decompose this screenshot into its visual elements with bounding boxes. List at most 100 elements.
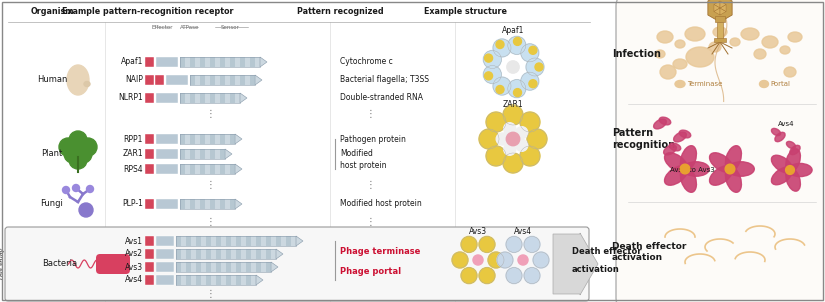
Bar [176, 262, 271, 272]
Bar [180, 134, 185, 144]
Ellipse shape [728, 162, 754, 176]
Circle shape [484, 54, 493, 62]
Bar [176, 236, 181, 246]
Circle shape [507, 61, 519, 73]
Bar [180, 134, 235, 144]
Bar [156, 93, 178, 103]
Bar [145, 149, 154, 159]
Ellipse shape [673, 59, 687, 69]
Circle shape [508, 80, 526, 98]
Text: Modified: Modified [340, 149, 373, 159]
Bar [156, 199, 178, 209]
Bar [180, 164, 235, 174]
Circle shape [725, 164, 735, 174]
Text: Avs4: Avs4 [514, 227, 532, 236]
Ellipse shape [771, 155, 793, 173]
Bar [236, 275, 241, 285]
Circle shape [503, 153, 523, 173]
Bar [246, 249, 251, 259]
Circle shape [504, 123, 516, 135]
Bar [190, 75, 195, 85]
Circle shape [483, 50, 502, 69]
Bar [220, 57, 225, 67]
Circle shape [506, 268, 522, 284]
Circle shape [520, 112, 540, 132]
Text: Apaf1: Apaf1 [120, 57, 143, 66]
Bar [180, 93, 185, 103]
FancyBboxPatch shape [96, 254, 130, 274]
Bar [266, 262, 271, 272]
Ellipse shape [675, 40, 685, 48]
Text: ⋮: ⋮ [205, 180, 215, 190]
Bar [206, 249, 211, 259]
Bar [180, 149, 225, 159]
Bar [210, 199, 215, 209]
Circle shape [524, 236, 540, 252]
Bar [145, 57, 154, 67]
Bar [180, 93, 240, 103]
Circle shape [73, 185, 79, 191]
Bar [216, 236, 221, 246]
Bar [196, 275, 201, 285]
Bar [246, 275, 251, 285]
Bar [220, 134, 225, 144]
Bar [226, 249, 231, 259]
FancyArrow shape [553, 233, 598, 295]
Polygon shape [714, 8, 720, 15]
Bar [216, 262, 221, 272]
Circle shape [496, 133, 508, 145]
Bar [145, 164, 154, 174]
Bar [200, 149, 205, 159]
Text: RPP1: RPP1 [124, 134, 143, 143]
Bar [180, 199, 235, 209]
Bar [145, 262, 154, 272]
Circle shape [533, 252, 549, 268]
Ellipse shape [760, 81, 769, 88]
Text: NLRP1: NLRP1 [118, 94, 143, 102]
Circle shape [63, 187, 69, 194]
Bar [256, 236, 261, 246]
Polygon shape [256, 275, 263, 285]
Bar [220, 149, 225, 159]
Bar [230, 199, 235, 209]
Bar [206, 275, 211, 285]
Bar [230, 75, 235, 85]
Polygon shape [225, 149, 232, 159]
Bar [166, 75, 188, 85]
Bar [210, 164, 215, 174]
Bar [250, 75, 255, 85]
Ellipse shape [675, 81, 685, 88]
Circle shape [504, 143, 516, 155]
Circle shape [518, 255, 528, 265]
Bar [206, 236, 211, 246]
Bar [200, 134, 205, 144]
Circle shape [473, 255, 483, 265]
Bar [180, 164, 185, 174]
Bar [145, 199, 154, 209]
Circle shape [535, 63, 543, 71]
Ellipse shape [664, 153, 688, 172]
Bar [206, 262, 211, 272]
Ellipse shape [771, 128, 780, 136]
Bar [156, 134, 178, 144]
Circle shape [513, 37, 521, 45]
Ellipse shape [660, 65, 676, 79]
Bar [196, 262, 201, 272]
Bar [250, 57, 255, 67]
Circle shape [516, 139, 528, 151]
Ellipse shape [788, 32, 802, 42]
Bar [176, 275, 256, 285]
Bar [246, 262, 251, 272]
Ellipse shape [84, 82, 90, 86]
Ellipse shape [725, 146, 742, 172]
Text: activation: activation [572, 265, 620, 275]
Circle shape [488, 252, 504, 268]
Ellipse shape [686, 47, 714, 67]
Ellipse shape [780, 46, 790, 54]
Polygon shape [708, 0, 732, 22]
Circle shape [493, 39, 511, 57]
Bar [226, 262, 231, 272]
Ellipse shape [685, 27, 705, 41]
Bar [230, 134, 235, 144]
Bar [176, 275, 181, 285]
